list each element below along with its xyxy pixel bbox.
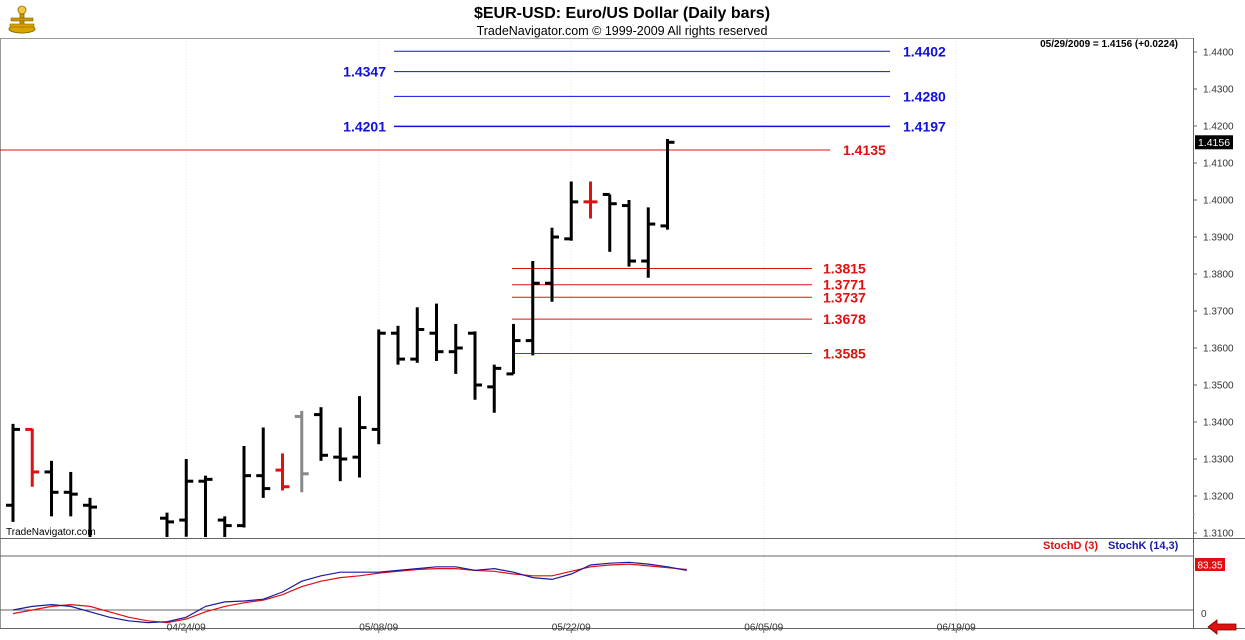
y-tick-label: 1.4100 bbox=[1203, 159, 1234, 170]
x-tick-label: 04/24/09 bbox=[167, 622, 206, 633]
level-label: 1.4135 bbox=[843, 142, 886, 158]
current-price-marker: 1.4156 bbox=[1195, 135, 1233, 150]
ohlc-bar bbox=[487, 364, 502, 413]
price-axis: 1.3100 1.3200 1.3300 1.3400 1.3500 1.3600 1.37… bbox=[1193, 48, 1234, 540]
ohlc-bar bbox=[6, 423, 20, 522]
level-label: 1.4280 bbox=[903, 88, 946, 104]
back-arrow-icon[interactable] bbox=[1207, 619, 1237, 635]
ohlc-bar bbox=[179, 459, 194, 537]
ohlc-bar bbox=[256, 427, 271, 498]
y-tick-label: 1.3500 bbox=[1203, 381, 1234, 392]
level-label: 1.4347 bbox=[343, 64, 386, 80]
x-tick-label: 06/05/09 bbox=[744, 622, 783, 633]
ohlc-bar bbox=[602, 192, 617, 252]
stoch-current-marker: 83.35 bbox=[1195, 558, 1225, 572]
current-price-label: 1.4156 bbox=[1198, 137, 1230, 149]
level-label: 1.4197 bbox=[903, 118, 946, 134]
ohlc-bar bbox=[525, 261, 540, 356]
date-axis: 04/24/09 05/08/09 05/22/09 06/05/09 06/19/09 bbox=[167, 622, 976, 633]
level-label: 1.4402 bbox=[903, 43, 946, 59]
y-tick-label: 1.4200 bbox=[1203, 122, 1234, 133]
ohlc-bar bbox=[391, 325, 405, 365]
price-bars bbox=[6, 138, 675, 537]
y-tick-label: 1.3200 bbox=[1203, 492, 1234, 503]
ohlc-bar bbox=[410, 307, 425, 363]
y-tick-label: 1.3400 bbox=[1203, 418, 1234, 429]
level-label-left: 1.4201 bbox=[343, 118, 386, 134]
stochd-legend: StochD (3) bbox=[1043, 540, 1098, 552]
ohlc-bar bbox=[564, 181, 579, 241]
x-tick-label: 05/22/09 bbox=[552, 622, 591, 633]
chart-title: $EUR-USD: Euro/US Dollar (Daily bars) bbox=[474, 5, 770, 22]
ohlc-bar bbox=[468, 331, 482, 400]
stochastic-pane bbox=[0, 555, 1193, 624]
ohlc-bar bbox=[237, 446, 251, 528]
ohlc-bar bbox=[83, 497, 97, 537]
x-tick-label: 05/08/09 bbox=[359, 622, 398, 633]
y-tick-label: 1.3700 bbox=[1203, 307, 1234, 318]
status-readout: 05/29/2009 = 1.4156 (+0.0224) bbox=[1040, 39, 1178, 50]
ohlc-bar bbox=[641, 207, 656, 278]
y-tick-label: 1.4000 bbox=[1203, 196, 1234, 207]
stochd-line bbox=[12, 563, 687, 624]
ohlc-bar bbox=[660, 138, 675, 230]
level-label: 1.3815 bbox=[823, 260, 866, 276]
y-tick-label: 1.4300 bbox=[1203, 85, 1234, 96]
ohlc-bar bbox=[275, 453, 290, 491]
ohlc-bar bbox=[160, 512, 174, 537]
y-tick-label: 1.3900 bbox=[1203, 233, 1234, 244]
ohlc-bar bbox=[622, 200, 636, 267]
y-tick-label: 1.3100 bbox=[1203, 529, 1234, 540]
ohlc-bar bbox=[294, 410, 309, 493]
y-tick-label: 1.3300 bbox=[1203, 455, 1234, 466]
level-label: 1.3678 bbox=[823, 311, 866, 327]
ohlc-bar bbox=[429, 303, 444, 361]
ohlc-bar bbox=[198, 475, 213, 537]
stoch-zero-label: 0 bbox=[1201, 609, 1207, 620]
stochk-line bbox=[12, 561, 687, 624]
level-label: 1.3771 bbox=[823, 277, 866, 293]
ohlc-bar bbox=[506, 323, 521, 376]
trade-navigator-logo-icon[interactable] bbox=[8, 5, 36, 34]
ohlc-bar bbox=[217, 516, 232, 537]
x-tick-label: 06/19/09 bbox=[937, 622, 976, 633]
stochk-legend: StochK (14,3) bbox=[1108, 540, 1179, 552]
ohlc-bar bbox=[333, 427, 348, 482]
ohlc-bar bbox=[448, 323, 463, 374]
ohlc-bar bbox=[352, 396, 367, 478]
level-label: 1.3585 bbox=[823, 346, 866, 362]
copyright-text: TradeNavigator.com © 1999-2009 All right… bbox=[477, 24, 768, 38]
y-tick-label: 1.4400 bbox=[1203, 48, 1234, 59]
ohlc-bar bbox=[314, 407, 328, 461]
fibonacci-levels: 1.4402 1.4347 1.4280 1.4197 1.4201 1.4135 1.38… bbox=[0, 43, 946, 362]
y-tick-label: 1.3600 bbox=[1203, 344, 1234, 355]
y-tick-label: 1.3800 bbox=[1203, 270, 1234, 281]
ohlc-bar bbox=[44, 460, 59, 517]
stoch-current-label: 83.35 bbox=[1197, 561, 1222, 572]
level-label: 1.3737 bbox=[823, 289, 866, 305]
ohlc-bar bbox=[371, 329, 386, 445]
watermark-text: TradeNavigator.com bbox=[6, 527, 96, 538]
ohlc-bar bbox=[25, 427, 40, 487]
ohlc-bar bbox=[63, 471, 78, 517]
ohlc-bar bbox=[583, 181, 598, 219]
ohlc-bar bbox=[545, 227, 559, 302]
